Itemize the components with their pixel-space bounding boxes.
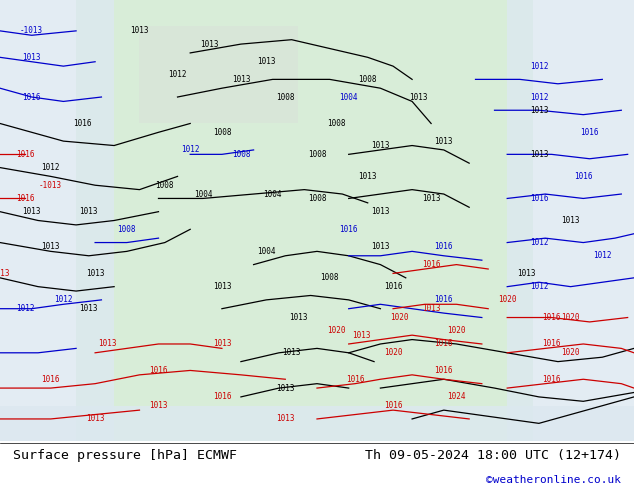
Text: 1016: 1016 [346, 375, 365, 384]
Text: 1020: 1020 [447, 326, 466, 335]
Text: 1013: 1013 [212, 340, 231, 348]
Text: 1013: 1013 [358, 172, 377, 181]
Text: 1013: 1013 [257, 57, 276, 66]
Text: 1013: 1013 [434, 137, 453, 146]
Text: 1004: 1004 [193, 190, 212, 198]
Text: 1008: 1008 [307, 194, 327, 203]
Text: 1008: 1008 [117, 225, 136, 234]
Text: 1013: 1013 [288, 313, 307, 322]
Text: ©weatheronline.co.uk: ©weatheronline.co.uk [486, 475, 621, 485]
Text: 1016: 1016 [580, 128, 599, 137]
Text: 1013: 1013 [352, 331, 371, 340]
Text: 1013: 1013 [409, 93, 428, 101]
Text: 1013: 1013 [371, 243, 390, 251]
Text: -1013: -1013 [20, 26, 43, 35]
Text: 1013: 1013 [0, 269, 10, 278]
Text: 1016: 1016 [41, 375, 60, 384]
Text: 1013: 1013 [529, 150, 548, 159]
Text: 1016: 1016 [22, 93, 41, 101]
Text: 1016: 1016 [212, 392, 231, 401]
Text: 1013: 1013 [282, 348, 301, 357]
Text: 1008: 1008 [276, 93, 295, 101]
Text: 1013: 1013 [86, 269, 105, 278]
Text: 1016: 1016 [384, 282, 403, 291]
Bar [139, 26, 298, 123]
Text: 1013: 1013 [371, 207, 390, 216]
Text: 1013: 1013 [212, 282, 231, 291]
Text: 1013: 1013 [231, 75, 250, 84]
Text: 1016: 1016 [339, 225, 358, 234]
Text: 1016: 1016 [434, 340, 453, 348]
Bar [507, 0, 634, 441]
Text: 1016: 1016 [149, 366, 168, 375]
Text: 1024: 1024 [447, 392, 466, 401]
Text: 1020: 1020 [561, 313, 580, 322]
Text: 1008: 1008 [307, 150, 327, 159]
Text: 1016: 1016 [73, 119, 92, 128]
Text: 1012: 1012 [529, 62, 548, 71]
Text: 1016: 1016 [422, 260, 441, 269]
Text: 1013: 1013 [422, 194, 441, 203]
Text: 1013: 1013 [22, 207, 41, 216]
Text: 1013: 1013 [98, 340, 117, 348]
Text: 1013: 1013 [86, 415, 105, 423]
Text: 1013: 1013 [22, 53, 41, 62]
Text: 1016: 1016 [574, 172, 593, 181]
Text: 1008: 1008 [212, 128, 231, 137]
Text: 1013: 1013 [371, 141, 390, 150]
Text: 1020: 1020 [327, 326, 346, 335]
Text: 1016: 1016 [16, 150, 35, 159]
Text: 1020: 1020 [390, 313, 409, 322]
Text: 1020: 1020 [561, 348, 580, 357]
Text: 1013: 1013 [561, 216, 580, 225]
Text: 1020: 1020 [498, 295, 517, 304]
Text: 1016: 1016 [16, 194, 35, 203]
Text: 1012: 1012 [168, 71, 187, 79]
Text: 1013: 1013 [422, 304, 441, 313]
Text: 1013: 1013 [517, 269, 536, 278]
Text: -1013: -1013 [39, 181, 62, 190]
Text: 1013: 1013 [41, 243, 60, 251]
Text: 1012: 1012 [529, 238, 548, 247]
Text: 1008: 1008 [358, 75, 377, 84]
Text: 1012: 1012 [593, 251, 612, 260]
Text: 1016: 1016 [434, 243, 453, 251]
Text: 1013: 1013 [130, 26, 149, 35]
Text: 1004: 1004 [257, 247, 276, 256]
Text: 1004: 1004 [339, 93, 358, 101]
Text: 1008: 1008 [155, 181, 174, 190]
Text: 1016: 1016 [384, 401, 403, 410]
Text: 1016: 1016 [434, 295, 453, 304]
Text: 1012: 1012 [16, 304, 35, 313]
Text: 1008: 1008 [231, 150, 250, 159]
Bar [0, 0, 114, 441]
Text: Th 09-05-2024 18:00 UTC (12+174): Th 09-05-2024 18:00 UTC (12+174) [365, 449, 621, 462]
Text: 1004: 1004 [263, 190, 282, 198]
Text: 1012: 1012 [529, 93, 548, 101]
Text: 1008: 1008 [320, 273, 339, 282]
Text: 1016: 1016 [542, 313, 561, 322]
Text: 1013: 1013 [529, 106, 548, 115]
Text: Surface pressure [hPa] ECMWF: Surface pressure [hPa] ECMWF [13, 449, 236, 462]
Text: 1013: 1013 [149, 401, 168, 410]
Text: 1012: 1012 [181, 146, 200, 154]
Text: 1020: 1020 [384, 348, 403, 357]
Text: 1016: 1016 [434, 366, 453, 375]
Text: 1012: 1012 [41, 163, 60, 172]
Text: 1013: 1013 [276, 384, 295, 392]
Text: 1013: 1013 [79, 207, 98, 216]
Text: 1012: 1012 [529, 282, 548, 291]
Text: 1013: 1013 [79, 304, 98, 313]
Text: 1016: 1016 [529, 194, 548, 203]
Text: 1016: 1016 [542, 375, 561, 384]
Text: 1013: 1013 [276, 415, 295, 423]
Text: 1016: 1016 [542, 340, 561, 348]
Bar [76, 0, 533, 441]
Text: 1012: 1012 [54, 295, 73, 304]
Text: 1013: 1013 [200, 40, 219, 49]
Text: 1008: 1008 [327, 119, 346, 128]
Bar [0, 406, 634, 441]
